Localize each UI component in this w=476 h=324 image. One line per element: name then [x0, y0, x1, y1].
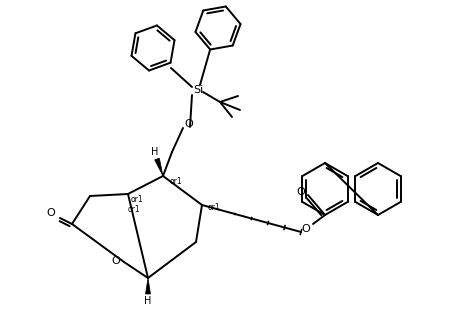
Text: O: O — [112, 256, 120, 266]
Text: H: H — [144, 296, 152, 306]
Text: O: O — [297, 187, 306, 197]
Text: O: O — [47, 208, 55, 218]
Polygon shape — [155, 158, 163, 176]
Text: H: H — [151, 147, 159, 157]
Text: O: O — [185, 119, 193, 129]
Text: or1: or1 — [128, 205, 140, 214]
Text: or1: or1 — [169, 177, 182, 186]
Text: or1: or1 — [131, 194, 143, 203]
Text: Si: Si — [193, 85, 203, 95]
Polygon shape — [146, 278, 150, 294]
Text: O: O — [302, 224, 310, 234]
Text: or1: or1 — [208, 202, 220, 212]
